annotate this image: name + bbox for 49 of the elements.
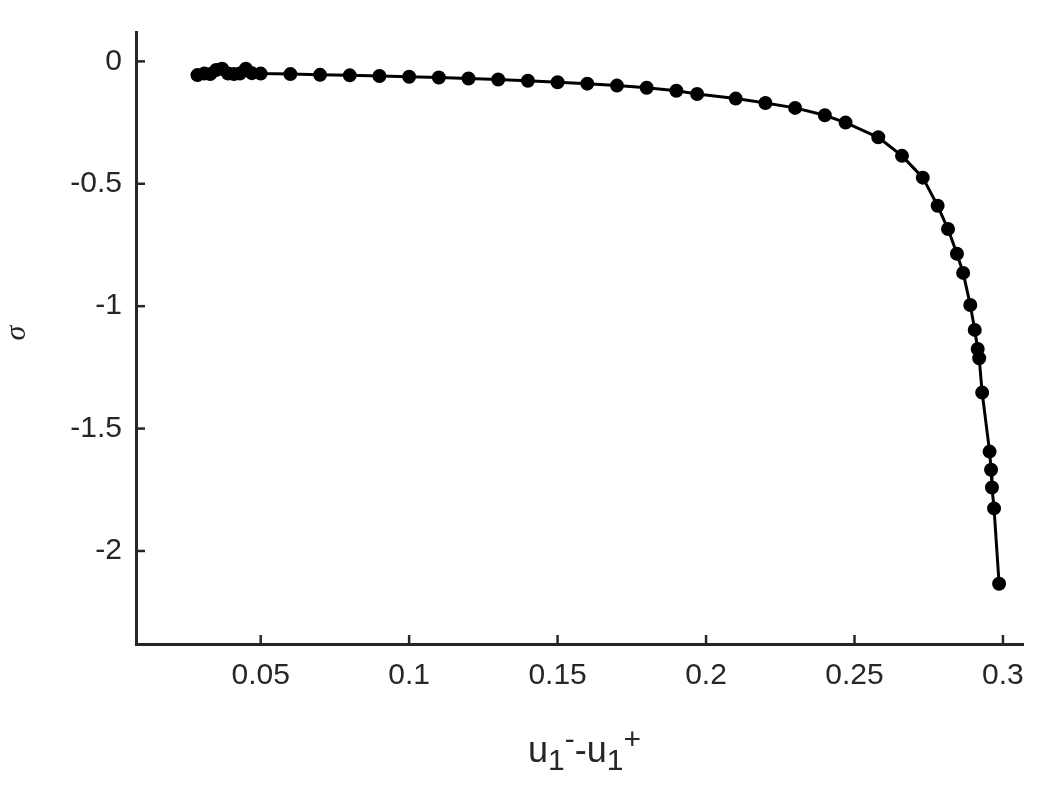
point (253, 66, 268, 81)
point (491, 72, 506, 87)
point (992, 576, 1007, 591)
point (984, 480, 999, 495)
point (817, 108, 832, 123)
point (669, 83, 684, 98)
point (967, 322, 982, 337)
point (895, 148, 909, 163)
x-tick-label: 0.05 (231, 657, 290, 691)
point (728, 91, 743, 106)
point (283, 67, 298, 82)
point (431, 70, 446, 85)
y-tick-label: -0.5 (70, 165, 122, 199)
y-tick-label: 0 (105, 42, 122, 76)
point (984, 462, 999, 477)
point (372, 69, 387, 84)
y-axis-title: σ (0, 324, 32, 343)
x-tick-label: 0.1 (388, 657, 431, 691)
point (975, 385, 990, 400)
point (788, 100, 803, 115)
y-tick-label: -2 (95, 532, 122, 566)
point (838, 115, 853, 130)
x-tick-label: 0.2 (685, 657, 727, 691)
y-tick-label: -1.5 (70, 409, 122, 443)
point (550, 75, 565, 90)
point (972, 351, 987, 366)
x-tick-label: 0.15 (528, 657, 587, 691)
point (461, 71, 476, 86)
point (871, 130, 886, 145)
point (915, 170, 930, 185)
point (963, 297, 978, 312)
point (580, 76, 595, 91)
x-tick-label: 0.3 (982, 657, 1024, 691)
point (956, 265, 971, 280)
point (342, 68, 357, 83)
point (987, 501, 1002, 516)
point (982, 444, 997, 459)
point (941, 222, 956, 237)
point (930, 198, 945, 213)
point (313, 67, 328, 82)
point (609, 78, 624, 93)
point (690, 86, 705, 101)
point (520, 73, 535, 88)
point (639, 80, 654, 95)
point (758, 95, 773, 110)
x-tick-label: 0.25 (825, 657, 884, 691)
y-tick-label: -1 (95, 287, 122, 321)
point (402, 69, 417, 84)
point (949, 246, 964, 261)
